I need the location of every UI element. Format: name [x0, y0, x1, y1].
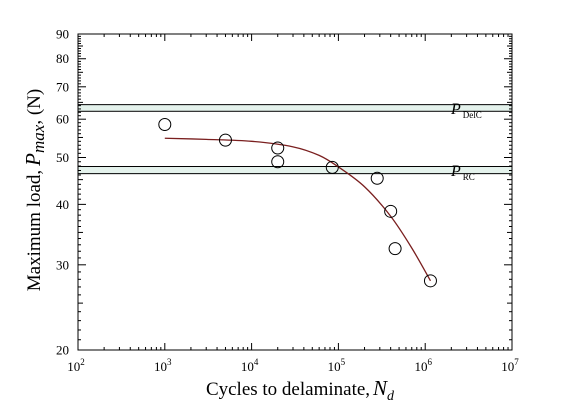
data-point-2: [218, 133, 232, 147]
axis-ticks: [77, 33, 513, 351]
reference-band-label-sub: RC: [463, 172, 475, 182]
fit-curve-layer: [164, 137, 432, 282]
x-tick-label-exponent: 4: [254, 357, 259, 367]
x-tick-label-exponent: 7: [514, 357, 519, 367]
reference-band-label-delc: P DelC: [450, 101, 482, 120]
y-tick-label: 50: [56, 150, 69, 165]
y-axis-title: Maximum load, Pmax, (N): [21, 89, 48, 291]
y-tick-label: 70: [56, 79, 69, 94]
x-tick-label-base: 10: [67, 359, 80, 374]
x-tick-label: 103: [154, 357, 172, 374]
x-tick-label-exponent: 5: [341, 357, 346, 367]
y-tick-label: 30: [56, 257, 69, 272]
data-point-9: [423, 274, 437, 288]
reference-band-label-rc: P RC: [450, 163, 475, 182]
y-tick-label: 40: [56, 197, 69, 212]
fit-curve-line: [164, 137, 432, 282]
y-tick-label: 60: [56, 112, 69, 127]
y-tick-label: 90: [56, 27, 69, 42]
reference-bands: [77, 104, 513, 175]
reference-band-label-sub: DelC: [463, 110, 482, 120]
y-axis-title-var: P: [21, 153, 45, 167]
x-tick-label-exponent: 6: [427, 357, 432, 367]
data-point-3: [271, 141, 285, 155]
x-tick-label-base: 10: [154, 359, 167, 374]
x-tick-label-base: 10: [501, 359, 514, 374]
x-tick-label: 107: [501, 357, 519, 374]
y-axis-title-var-sub: max: [29, 124, 48, 153]
y-tick-label: 80: [56, 51, 69, 66]
x-tick-label: 105: [328, 357, 346, 374]
reference-band-label-main: P: [450, 101, 461, 118]
x-axis-title-var: N: [372, 376, 388, 400]
x-tick-label-base: 10: [414, 359, 427, 374]
data-point-1: [158, 118, 172, 132]
data-point-8: [388, 242, 402, 256]
data-point-4: [271, 155, 285, 169]
x-tick-label-base: 10: [328, 359, 341, 374]
data-point-7: [384, 204, 398, 218]
y-axis-title-text: Maximum load,: [24, 170, 45, 291]
x-axis-title-var-sub: d: [387, 389, 395, 404]
reference-band-rc: [77, 166, 513, 175]
plot-frame: [77, 33, 513, 351]
data-points-layer: [158, 118, 437, 288]
x-tick-label: 106: [414, 357, 432, 374]
x-tick-label: 102: [67, 357, 85, 374]
x-tick-label-base: 10: [241, 359, 254, 374]
y-axis-title-unit: , (N): [24, 89, 45, 125]
x-axis-title: Cycles to delaminate, Nd: [206, 376, 395, 404]
x-tick-label: 104: [241, 357, 259, 374]
x-axis-title-text: Cycles to delaminate,: [206, 379, 370, 400]
reference-band-label-main: P: [450, 163, 461, 180]
data-point-5: [325, 160, 339, 174]
reference-band-delc: [77, 104, 513, 112]
x-tick-label-exponent: 2: [80, 357, 85, 367]
data-point-6: [370, 171, 384, 185]
x-tick-label-exponent: 3: [167, 357, 172, 367]
y-tick-label: 20: [56, 343, 69, 358]
